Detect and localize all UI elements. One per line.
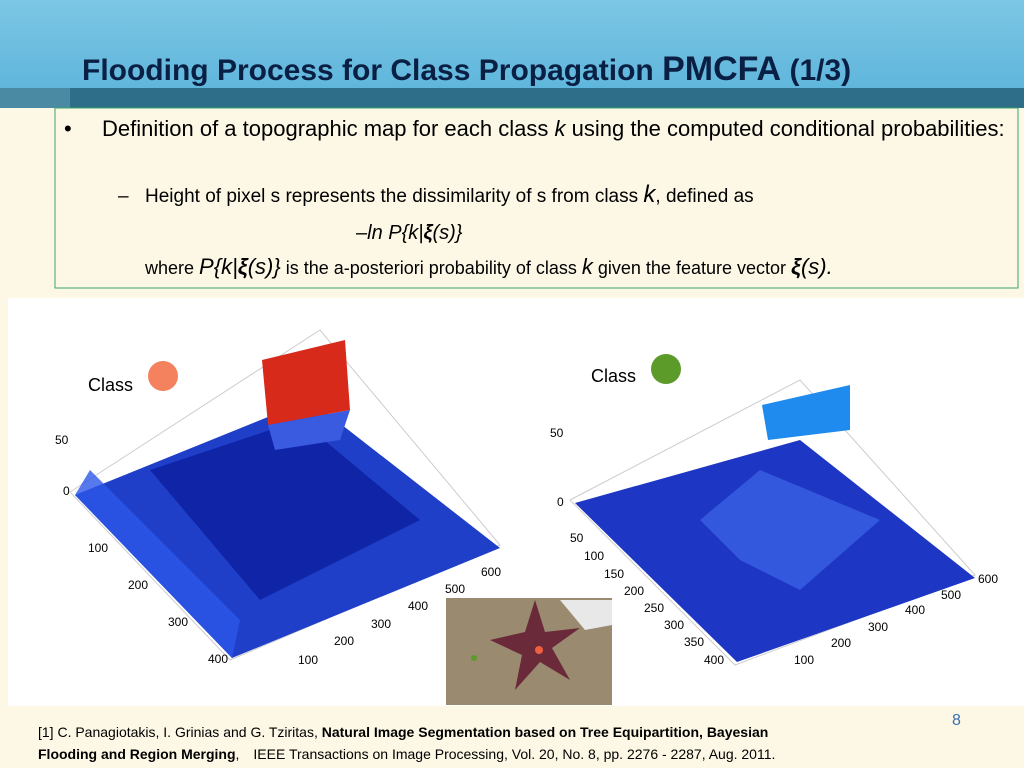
x-tick-label: 600 [978,572,998,586]
footnote-sep: , [236,746,240,762]
footnote-line1: [1] C. Panagiotakis, I. Grinias and G. T… [38,724,768,740]
z-tick-label: 0 [557,495,564,509]
formula: –ln P{k|ξ(s)} [355,222,463,244]
footnote-line2: Flooding and Region Merging, IEEE Transac… [38,746,775,762]
sub-dash: – [118,186,129,207]
slide-title: Flooding Process for Class Propagation P… [82,50,851,88]
x-tick-label: 200 [831,636,851,650]
header-bar [0,88,1024,108]
y-tick-label: 50 [570,531,584,545]
surface-plot-right [569,379,976,666]
class-marker-green [651,354,681,384]
y-tick-label: 100 [88,541,108,555]
z-tick-label: 50 [55,433,69,447]
x-tick-label: 300 [868,620,888,634]
class-marker-orange [148,361,178,391]
y-tick-label: 300 [664,618,684,632]
z-tick-label: 0 [63,484,70,498]
x-tick-label: 500 [941,588,961,602]
class-label: Class [591,366,636,386]
text-box [54,107,1019,289]
x-tick-label: 400 [408,599,428,613]
footnote-title-rest: Flooding and Region Merging [38,746,236,762]
starfish-photo [446,598,612,705]
y-tick-label: 200 [128,578,148,592]
sub-bullet-text: Height of pixel s represents the dissimi… [145,181,754,208]
x-tick-label: 500 [445,582,465,596]
y-tick-label: 400 [208,652,228,666]
y-tick-label: 150 [604,567,624,581]
y-tick-label: 350 [684,635,704,649]
z-tick-label: 50 [550,426,564,440]
x-tick-label: 400 [905,603,925,617]
x-tick-label: 100 [794,653,814,667]
bullet-dot: • [64,116,72,141]
y-tick-label: 400 [704,653,724,667]
class-label: Class [88,375,133,395]
header-band [0,0,1024,90]
y-tick-label: 100 [584,549,604,563]
header-bar-accent [0,88,70,108]
where-text: where P{k|ξ(s)} is the a-posteriori prob… [144,254,833,279]
x-tick-label: 600 [481,565,501,579]
x-tick-label: 300 [371,617,391,631]
page-number: 8 [952,712,961,729]
surface-plot-left [69,329,501,661]
x-tick-label: 100 [298,653,318,667]
x-tick-label: 200 [334,634,354,648]
y-tick-label: 300 [168,615,188,629]
y-tick-label: 250 [644,601,664,615]
footnote-journal: IEEE Transactions on Image Processing, V… [253,746,775,762]
bullet-text: Definition of a topographic map for each… [102,116,1005,141]
y-tick-label: 200 [624,584,644,598]
